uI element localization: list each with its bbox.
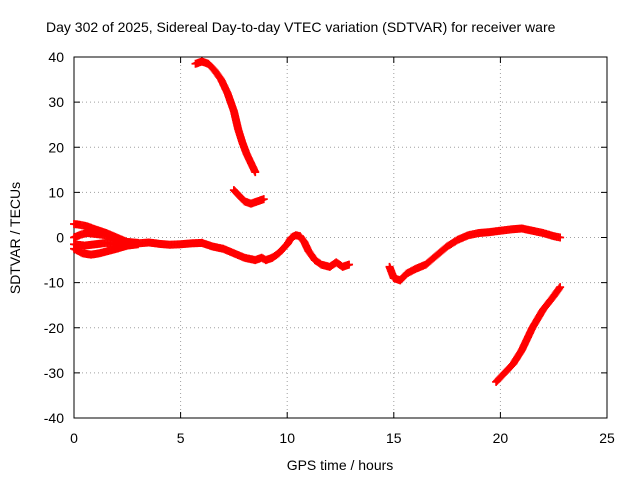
- series-track-j: [229, 186, 268, 208]
- y-tick-label: 10: [48, 184, 64, 200]
- data-point: [251, 168, 260, 177]
- y-tick-label: 40: [48, 49, 64, 65]
- x-axis-label: GPS time / hours: [287, 457, 394, 473]
- data-point: [556, 233, 565, 242]
- y-tick-label: -40: [44, 410, 64, 426]
- x-tick-label: 20: [493, 430, 509, 446]
- series-track-e: [197, 238, 277, 265]
- y-tick-label: -10: [44, 275, 64, 291]
- y-tick-labels: -40 -30 -20 -10 0 10 20 30 40: [44, 49, 64, 426]
- series-track-h: [492, 283, 565, 386]
- x-tick-label: 0: [70, 430, 78, 446]
- x-tick-labels: 0 5 10 15 20 25: [70, 430, 615, 446]
- data-point: [556, 283, 565, 292]
- data-point: [345, 260, 354, 269]
- data-point: [555, 284, 564, 293]
- y-axis-label: SDTVAR / TECUs: [7, 182, 23, 294]
- series-track-g: [385, 224, 565, 285]
- y-tick-label: -20: [44, 320, 64, 336]
- x-tick-label: 5: [177, 430, 185, 446]
- y-tick-label: 20: [48, 139, 64, 155]
- y-tick-label: 0: [56, 230, 64, 246]
- plot-area-border: [73, 56, 608, 419]
- chart-title: Day 302 of 2025, Sidereal Day-to-day VTE…: [46, 19, 556, 35]
- x-tick-label: 25: [599, 430, 615, 446]
- data-points: [70, 57, 565, 386]
- series-track-f: [268, 231, 354, 271]
- x-tick-label: 15: [386, 430, 402, 446]
- axis-ticks: [73, 56, 608, 419]
- series-track-i: [191, 57, 260, 177]
- y-tick-label: 30: [48, 94, 64, 110]
- data-point: [259, 195, 268, 204]
- x-tick-label: 10: [279, 430, 295, 446]
- grid: [74, 57, 607, 418]
- series-track-d: [70, 238, 142, 250]
- y-tick-label: -30: [44, 365, 64, 381]
- data-point: [133, 239, 142, 248]
